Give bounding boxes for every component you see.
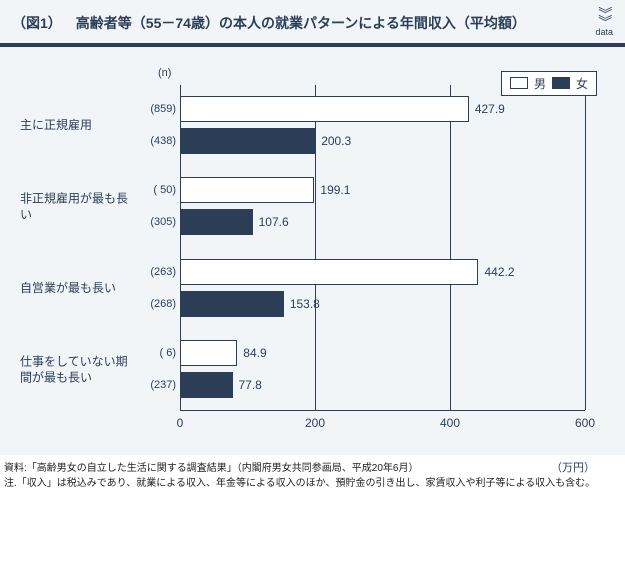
bar xyxy=(180,372,233,398)
bar-group: 非正規雇用が最も長い( 50)199.1(305)107.6 xyxy=(140,171,585,243)
value-label: 199.1 xyxy=(320,183,350,197)
bar-row: (263)442.2 xyxy=(180,259,585,285)
legend-label-male: 男 xyxy=(534,75,546,92)
value-label: 153.8 xyxy=(290,297,320,311)
x-tick-label: 400 xyxy=(440,416,460,430)
n-value: ( 6) xyxy=(140,347,176,359)
value-label: 200.3 xyxy=(321,134,351,148)
chart-title: 高齢者等（55－74歳）の本人の就業パターンによる年間収入（平均額） xyxy=(76,14,588,34)
category-label: 非正規雇用が最も長い xyxy=(20,191,130,222)
n-value: (237) xyxy=(140,379,176,391)
chart-container: （図1） 高齢者等（55－74歳）の本人の就業パターンによる年間収入（平均額） … xyxy=(0,0,625,455)
bar xyxy=(180,96,469,122)
chart-header: （図1） 高齢者等（55－74歳）の本人の就業パターンによる年間収入（平均額） … xyxy=(0,0,625,47)
value-label: 84.9 xyxy=(243,346,266,360)
n-value: (268) xyxy=(140,298,176,310)
n-value: ( 50) xyxy=(140,184,176,196)
data-icon: ︾ ︾ data xyxy=(595,10,613,37)
x-unit-label: （万円） xyxy=(551,459,595,475)
value-label: 427.9 xyxy=(475,102,505,116)
plot-area: 男 女 (n) 0200400600 （万円） 主に正規雇用(859)427.9… xyxy=(0,47,625,447)
bar xyxy=(180,209,253,235)
grid-line xyxy=(585,85,586,410)
n-value: (859) xyxy=(140,103,176,115)
bar-group: 自営業が最も長い(263)442.2(268)153.8 xyxy=(140,253,585,325)
category-label: 主に正規雇用 xyxy=(20,118,130,134)
bar-row: ( 6)84.9 xyxy=(180,340,585,366)
x-tick-label: 0 xyxy=(177,416,184,430)
figure-label: （図1） xyxy=(12,13,62,33)
bar xyxy=(180,259,478,285)
n-value: (305) xyxy=(140,216,176,228)
n-value: (263) xyxy=(140,266,176,278)
bar-row: (305)107.6 xyxy=(180,209,585,235)
x-tick-label: 600 xyxy=(575,416,595,430)
category-label: 自営業が最も長い xyxy=(20,281,130,297)
bar xyxy=(180,128,315,154)
n-header: (n) xyxy=(158,67,171,79)
bar-row: (438)200.3 xyxy=(180,128,585,154)
footnotes: 「高齢男女の自立した生活に関する調査結果」（内閣府男女共同参画局、平成20年6月… xyxy=(0,455,625,491)
value-label: 77.8 xyxy=(239,378,262,392)
legend: 男 女 xyxy=(501,71,597,96)
x-tick-label: 200 xyxy=(305,416,325,430)
bar-group: 主に正規雇用(859)427.9(438)200.3 xyxy=(140,90,585,162)
category-label: 仕事をしていない期間が最も長い xyxy=(20,354,130,385)
footnote-note: 「収入」は税込みであり、就業による収入、年金等による収入のほか、預貯金の引き出し… xyxy=(4,476,621,491)
bar-row: (268)153.8 xyxy=(180,291,585,317)
value-label: 442.2 xyxy=(484,265,514,279)
bar xyxy=(180,291,284,317)
value-label: 107.6 xyxy=(259,215,289,229)
bar-group: 仕事をしていない期間が最も長い( 6)84.9(237)77.8 xyxy=(140,334,585,406)
n-value: (438) xyxy=(140,135,176,147)
data-icon-label: data xyxy=(595,27,613,37)
footnote-source: 「高齢男女の自立した生活に関する調査結果」（内閣府男女共同参画局、平成20年6月… xyxy=(4,461,621,476)
chart-body: (n) 0200400600 （万円） 主に正規雇用(859)427.9(438… xyxy=(140,61,585,441)
bar-groups: 主に正規雇用(859)427.9(438)200.3非正規雇用が最も長い( 50… xyxy=(140,85,585,411)
legend-label-female: 女 xyxy=(576,75,588,92)
bar xyxy=(180,340,237,366)
bar-row: (859)427.9 xyxy=(180,96,585,122)
legend-swatch-male xyxy=(510,77,528,89)
legend-swatch-female xyxy=(552,77,570,89)
bar-row: (237)77.8 xyxy=(180,372,585,398)
bar xyxy=(180,177,314,203)
bar-row: ( 50)199.1 xyxy=(180,177,585,203)
